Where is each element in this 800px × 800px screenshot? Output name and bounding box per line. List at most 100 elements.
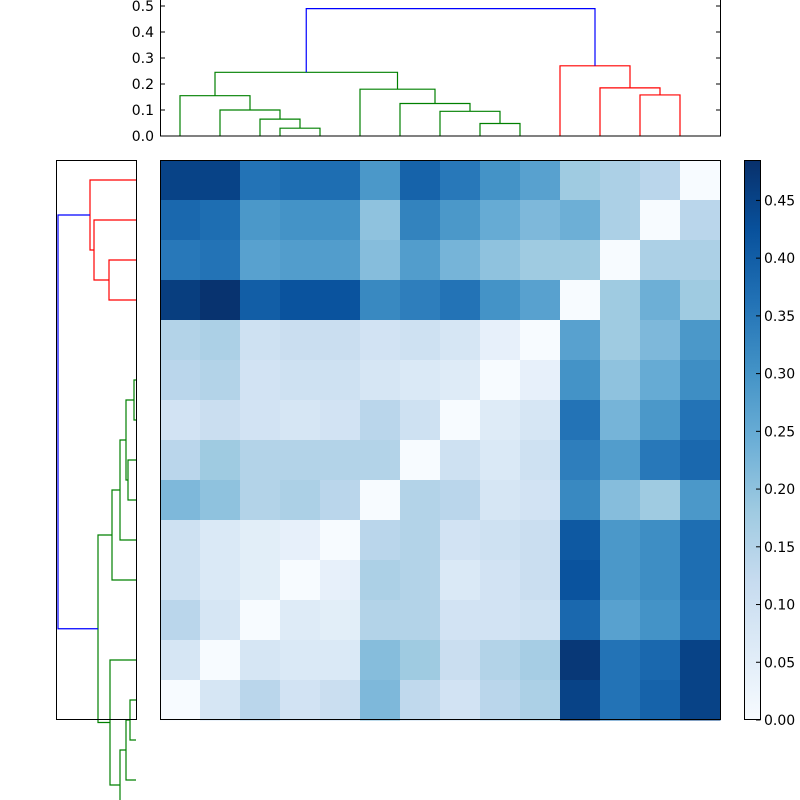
heatmap-cell (200, 160, 241, 201)
heatmap-cell (480, 520, 521, 561)
heatmap-cell (240, 600, 281, 641)
heatmap-cell (320, 240, 361, 281)
heatmap-cell (600, 240, 641, 281)
heatmap-cell (320, 160, 361, 201)
colorbar-tick-label: 0.40 (764, 251, 795, 267)
top-dendrogram-y-tick-label: 0.1 (132, 103, 154, 119)
heatmap-cell (480, 440, 521, 481)
heatmap-cell (600, 200, 641, 241)
heatmap-cell (680, 440, 721, 481)
heatmap-cell (560, 600, 601, 641)
heatmap-cell (640, 400, 681, 441)
heatmap-cell (480, 160, 521, 201)
heatmap-cell (480, 600, 521, 641)
left-dendrogram-links (57, 179, 136, 800)
heatmap-cell (480, 360, 521, 401)
heatmap-cell (160, 160, 201, 201)
left-dendrogram-frame (56, 160, 137, 720)
heatmap-cell (160, 200, 201, 241)
colorbar-tick-label: 0.35 (764, 309, 795, 325)
heatmap-cell (400, 480, 441, 521)
heatmap-cell (240, 520, 281, 561)
heatmap-cell (360, 400, 401, 441)
heatmap-cell (160, 440, 201, 481)
heatmap-cell (240, 320, 281, 361)
heatmap-cell (240, 360, 281, 401)
heatmap-cell (280, 640, 321, 681)
heatmap-cell (680, 200, 721, 241)
heatmap-cell (400, 400, 441, 441)
heatmap-cell (560, 360, 601, 401)
heatmap-cell (440, 600, 481, 641)
heatmap-cell (640, 680, 681, 721)
heatmap-cell (480, 400, 521, 441)
heatmap-cell (160, 280, 201, 321)
heatmap-cell (320, 320, 361, 361)
heatmap-cell (280, 560, 321, 601)
heatmap-cell (560, 280, 601, 321)
heatmap-cell (400, 440, 441, 481)
heatmap-cell (320, 440, 361, 481)
heatmap-cell (400, 280, 441, 321)
heatmap-frame (160, 160, 721, 720)
heatmap-cell (320, 640, 361, 681)
heatmap-cell (680, 520, 721, 561)
heatmap-cell (240, 200, 281, 241)
heatmap-cell (280, 160, 321, 201)
heatmap-cell (680, 480, 721, 521)
heatmap-cell (640, 360, 681, 401)
heatmap-cell (480, 560, 521, 601)
heatmap-cell (440, 680, 481, 721)
top-dendrogram-links (179, 8, 681, 136)
heatmap-cell (320, 680, 361, 721)
heatmap-cell (680, 280, 721, 321)
heatmap-cell (440, 280, 481, 321)
top-dendrogram-link (305, 8, 596, 73)
heatmap-cell (600, 560, 641, 601)
heatmap-cell (240, 240, 281, 281)
heatmap-cell (200, 200, 241, 241)
heatmap-cells (160, 160, 721, 721)
heatmap-cell (360, 560, 401, 601)
heatmap-cell (480, 480, 521, 521)
heatmap-cell (440, 160, 481, 201)
heatmap-cell (600, 680, 641, 721)
heatmap-cell (600, 600, 641, 641)
heatmap-cell (600, 640, 641, 681)
heatmap-cell (520, 320, 561, 361)
top-dendrogram-y-tick-label: 0.3 (132, 51, 154, 67)
heatmap-cell (520, 240, 561, 281)
heatmap-cell (360, 520, 401, 561)
heatmap-cell (400, 200, 441, 241)
heatmap-cell (240, 680, 281, 721)
heatmap-cell (480, 200, 521, 241)
heatmap-cell (200, 280, 241, 321)
heatmap-cell (160, 680, 201, 721)
heatmap-cell (480, 640, 521, 681)
heatmap-cell (240, 280, 281, 321)
left-dendrogram (56, 160, 137, 800)
heatmap-cell (160, 640, 201, 681)
heatmap-cell (520, 400, 561, 441)
heatmap-cell (560, 440, 601, 481)
heatmap-cell (280, 280, 321, 321)
heatmap-cell (680, 400, 721, 441)
heatmap-cell (520, 360, 561, 401)
heatmap-cell (520, 520, 561, 561)
heatmap-cell (280, 480, 321, 521)
heatmap-cell (160, 520, 201, 561)
heatmap-cell (560, 240, 601, 281)
heatmap-cell (240, 160, 281, 201)
heatmap-cell (480, 240, 521, 281)
heatmap-cell (200, 480, 241, 521)
heatmap-cell (440, 640, 481, 681)
heatmap-cell (600, 320, 641, 361)
heatmap-cell (360, 240, 401, 281)
heatmap-cell (520, 640, 561, 681)
heatmap-cell (560, 680, 601, 721)
heatmap-cell (200, 680, 241, 721)
colorbar-tick-label: 0.00 (764, 713, 795, 729)
heatmap-cell (160, 240, 201, 281)
heatmap-cell (360, 680, 401, 721)
heatmap-cell (200, 440, 241, 481)
